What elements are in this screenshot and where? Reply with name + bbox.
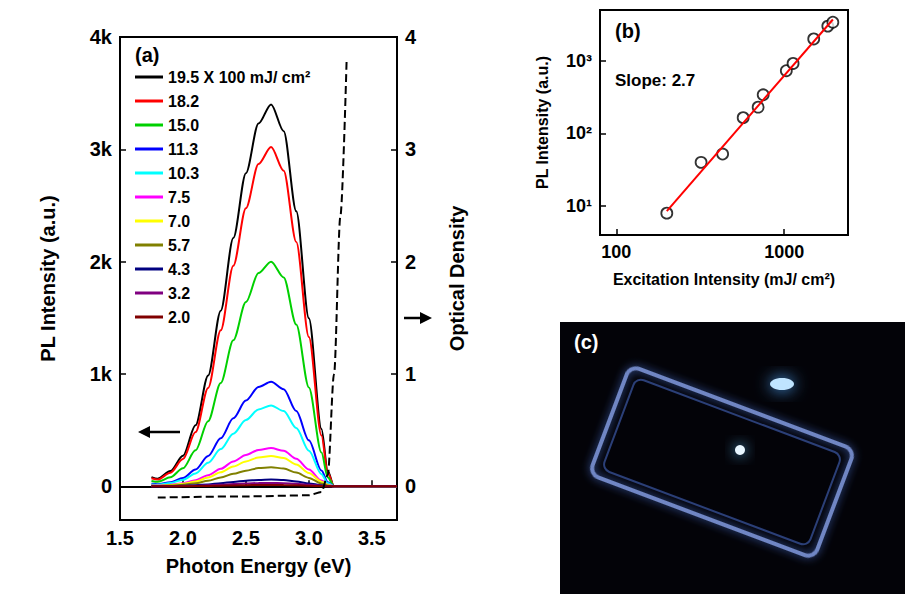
svg-text:15.0: 15.0: [168, 117, 199, 134]
svg-text:0: 0: [405, 475, 416, 497]
svg-text:11.3: 11.3: [168, 141, 198, 158]
svg-text:1000: 1000: [764, 242, 804, 262]
svg-text:PL Intensity (a.u.): PL Intensity (a.u.): [534, 56, 551, 189]
svg-text:2.5: 2.5: [232, 527, 260, 549]
svg-text:Optical Density: Optical Density: [446, 205, 468, 351]
svg-text:19.5 X 100 mJ/ cm²: 19.5 X 100 mJ/ cm²: [168, 69, 310, 86]
svg-text:1.5: 1.5: [106, 527, 134, 549]
svg-text:2.0: 2.0: [168, 309, 190, 326]
svg-text:Photon Energy (eV): Photon Energy (eV): [166, 555, 352, 577]
svg-text:Excitation Intensity (mJ/ cm²): Excitation Intensity (mJ/ cm²): [613, 271, 835, 288]
svg-text:3.2: 3.2: [168, 285, 190, 302]
svg-text:3.0: 3.0: [295, 527, 323, 549]
svg-text:1: 1: [405, 363, 416, 385]
svg-text:3.5: 3.5: [358, 527, 386, 549]
svg-text:1k: 1k: [90, 363, 113, 385]
svg-text:7.5: 7.5: [168, 189, 190, 206]
svg-text:(c): (c): [574, 331, 598, 353]
svg-text:0: 0: [101, 475, 112, 497]
svg-text:10³: 10³: [566, 51, 592, 71]
svg-text:2.0: 2.0: [169, 527, 197, 549]
svg-text:2k: 2k: [90, 251, 113, 273]
svg-text:3k: 3k: [90, 138, 113, 160]
svg-text:Slope: 2.7: Slope: 2.7: [615, 71, 695, 90]
svg-text:2: 2: [405, 251, 416, 273]
svg-text:5.7: 5.7: [168, 237, 190, 254]
svg-text:PL Intensity (a.u.): PL Intensity (a.u.): [37, 195, 59, 361]
svg-text:10²: 10²: [566, 123, 592, 143]
svg-text:(b): (b): [615, 20, 641, 42]
svg-text:10.3: 10.3: [168, 165, 199, 182]
svg-text:4: 4: [405, 26, 417, 48]
svg-text:10¹: 10¹: [566, 196, 592, 216]
svg-text:18.2: 18.2: [168, 93, 199, 110]
svg-text:4.3: 4.3: [168, 261, 190, 278]
svg-text:3: 3: [405, 138, 416, 160]
svg-text:(a): (a): [135, 44, 159, 66]
svg-text:100: 100: [601, 242, 631, 262]
svg-text:7.0: 7.0: [168, 213, 190, 230]
svg-text:4k: 4k: [90, 26, 113, 48]
